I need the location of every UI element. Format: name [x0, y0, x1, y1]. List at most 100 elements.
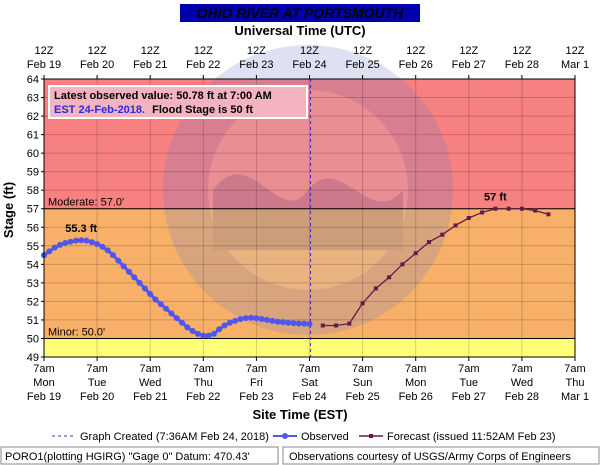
forecast-point	[387, 275, 392, 280]
top-tick-time: 12Z	[406, 45, 425, 57]
forecast-point	[533, 208, 538, 213]
threshold-label-moderate: Moderate: 57.0'	[48, 197, 124, 209]
x-tick-time: 7am	[139, 363, 160, 375]
x-tick-date: Feb 26	[399, 391, 433, 403]
x-tick-date: Feb 23	[239, 391, 273, 403]
observed-point	[200, 332, 207, 339]
observed-point	[152, 296, 159, 303]
x-axis-top: 12Z Feb 19 12Z Feb 20 12Z Feb 21 12Z Feb 22 12Z F…	[27, 45, 589, 79]
x-tick-day: Tue	[88, 377, 107, 389]
y-tick-label: 64	[27, 74, 39, 86]
top-tick-date: Feb 20	[80, 59, 114, 71]
observed-point	[141, 285, 148, 292]
forecast-point	[546, 212, 551, 217]
forecast-point	[413, 251, 418, 256]
top-tick-date: Feb 27	[452, 59, 486, 71]
top-tick-date: Feb 23	[239, 59, 273, 71]
observed-point	[221, 322, 228, 329]
x-tick-day: Tue	[460, 377, 479, 389]
top-axis-title: Universal Time (UTC)	[234, 23, 365, 38]
top-tick-time: 12Z	[35, 45, 54, 57]
y-tick-label: 54	[27, 259, 39, 271]
observed-point	[78, 237, 85, 244]
latest-value-line1: Latest observed value: 50.78 ft at 7:00 …	[54, 90, 272, 102]
observed-point	[94, 240, 101, 247]
x-tick-time: 7am	[246, 363, 267, 375]
footer-bar: PORO1(plotting HGIRG) "Gage 0" Datum: 47…	[0, 446, 600, 465]
station-info: PORO1(plotting HGIRG) "Gage 0" Datum: 47…	[5, 451, 250, 463]
observed-point	[131, 274, 138, 281]
legend-observed-marker	[282, 433, 288, 439]
observed-point	[216, 326, 223, 333]
top-tick-date: Feb 19	[27, 59, 61, 71]
x-tick-day: Wed	[139, 377, 161, 389]
observed-point	[147, 290, 154, 297]
observed-point	[301, 320, 308, 327]
forecast-point	[426, 240, 431, 245]
forecast-point	[360, 301, 365, 306]
y-tick-label: 49	[27, 352, 39, 364]
forecast-point	[347, 321, 352, 326]
top-tick-time: 12Z	[247, 45, 266, 57]
y-tick-label: 56	[27, 222, 39, 234]
legend-observed-label: Observed	[301, 431, 349, 443]
top-tick-time: 12Z	[512, 45, 531, 57]
observed-point	[157, 301, 164, 308]
observed-point	[173, 315, 180, 322]
observed-point	[279, 319, 286, 326]
observed-point	[264, 316, 271, 323]
y-tick-label: 59	[27, 167, 39, 179]
latest-value-line2: EST 24-Feb-2018. Flood Stage is 50 ft	[54, 104, 253, 116]
observed-point	[210, 330, 217, 337]
x-tick-time: 7am	[193, 363, 214, 375]
flood-stage-text: Flood Stage is 50 ft	[152, 104, 253, 116]
forecast-point	[373, 286, 378, 291]
observed-point	[88, 239, 95, 246]
observed-point	[205, 332, 212, 339]
x-tick-day: Thu	[566, 377, 585, 389]
y-tick-label: 52	[27, 296, 39, 308]
x-tick-day: Mon	[33, 377, 54, 389]
top-tick-date: Feb 21	[133, 59, 167, 71]
forecast-point	[440, 232, 445, 237]
observed-point	[232, 317, 239, 324]
top-tick-date: Feb 25	[345, 59, 379, 71]
observed-point	[72, 237, 79, 244]
observed-point	[163, 305, 170, 312]
threshold-label-minor: Minor: 50.0'	[48, 326, 105, 338]
observed-point	[46, 248, 53, 255]
x-tick-date: Feb 28	[505, 391, 539, 403]
x-tick-date: Feb 27	[452, 391, 486, 403]
x-tick-time: 7am	[564, 363, 585, 375]
forecast-point	[400, 262, 405, 267]
x-tick-time: 7am	[511, 363, 532, 375]
x-tick-date: Feb 24	[292, 391, 326, 403]
observed-point	[125, 268, 132, 275]
observed-point	[67, 238, 74, 245]
observed-point	[115, 257, 122, 264]
observed-point	[306, 321, 313, 328]
x-tick-day: Wed	[511, 377, 533, 389]
top-tick-time: 12Z	[459, 45, 478, 57]
top-tick-date: Mar 1	[561, 59, 589, 71]
chart-title: OHIO RIVER AT PORTSMOUTH	[197, 5, 405, 21]
x-tick-time: 7am	[458, 363, 479, 375]
observed-point	[56, 241, 63, 248]
series-line-forecast	[322, 208, 549, 327]
observed-point	[104, 247, 111, 254]
title-bar	[180, 4, 420, 22]
observed-point	[110, 252, 117, 259]
y-tick-label: 51	[27, 315, 39, 327]
latest-value-box: Latest observed value: 50.78 ft at 7:00 …	[48, 85, 308, 119]
x-tick-day: Thu	[194, 377, 213, 389]
observed-point	[253, 315, 260, 322]
top-tick-time: 12Z	[141, 45, 160, 57]
observed-point	[237, 316, 244, 323]
top-tick-time: 12Z	[566, 45, 585, 57]
forecast-point	[334, 323, 339, 328]
y-tick-label: 50	[27, 333, 39, 345]
x-tick-time: 7am	[352, 363, 373, 375]
x-tick-date: Feb 25	[345, 391, 379, 403]
top-tick-date: Feb 26	[399, 59, 433, 71]
observed-point	[179, 319, 186, 326]
